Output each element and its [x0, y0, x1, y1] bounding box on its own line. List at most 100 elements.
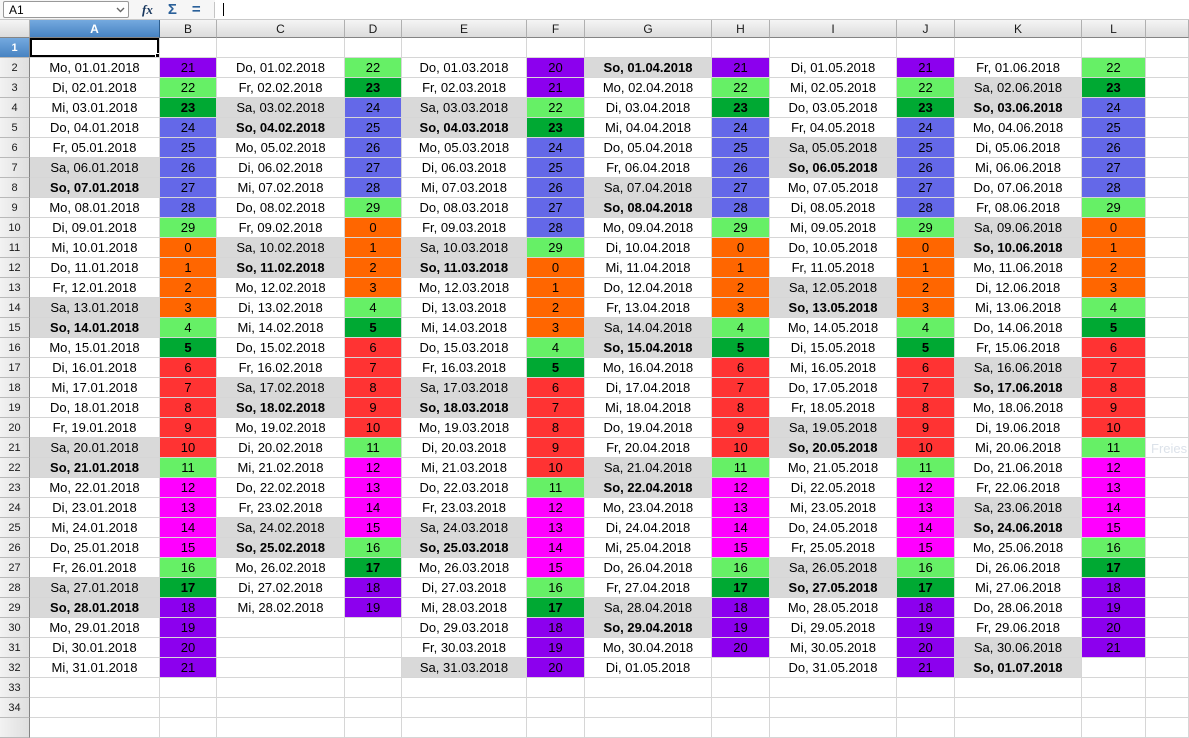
cell-C11[interactable]: Sa, 10.02.2018: [217, 238, 345, 258]
cell-G17[interactable]: Mo, 16.04.2018: [585, 358, 712, 378]
cell-J1[interactable]: [897, 38, 955, 58]
cell-C32[interactable]: [217, 658, 345, 678]
cell-H22[interactable]: 11: [712, 458, 770, 478]
cell-A33[interactable]: [30, 678, 160, 698]
cell-H17[interactable]: 6: [712, 358, 770, 378]
cell-G27[interactable]: Do, 26.04.2018: [585, 558, 712, 578]
cell-G21[interactable]: Fr, 20.04.2018: [585, 438, 712, 458]
row-header-31[interactable]: 31: [0, 638, 30, 658]
cell-K3[interactable]: Sa, 02.06.2018: [955, 78, 1082, 98]
cell-L6[interactable]: 26: [1082, 138, 1146, 158]
cell-H26[interactable]: 15: [712, 538, 770, 558]
cell-F10[interactable]: 28: [527, 218, 585, 238]
cell-C3[interactable]: Fr, 02.02.2018: [217, 78, 345, 98]
cell-L11[interactable]: 1: [1082, 238, 1146, 258]
cell-A29[interactable]: So, 28.01.2018: [30, 598, 160, 618]
cell-K5[interactable]: Mo, 04.06.2018: [955, 118, 1082, 138]
row-header-3[interactable]: 3: [0, 78, 30, 98]
cell-M12[interactable]: [1146, 258, 1189, 278]
cell-K12[interactable]: Mo, 11.06.2018: [955, 258, 1082, 278]
cell-K24[interactable]: Sa, 23.06.2018: [955, 498, 1082, 518]
cell-L12[interactable]: 2: [1082, 258, 1146, 278]
cell-E21[interactable]: Di, 20.03.2018: [402, 438, 527, 458]
sum-icon[interactable]: Σ: [167, 1, 177, 18]
cell-M1[interactable]: [1146, 38, 1189, 58]
cell-F8[interactable]: 26: [527, 178, 585, 198]
cell-L28[interactable]: 18: [1082, 578, 1146, 598]
cell-H19[interactable]: 8: [712, 398, 770, 418]
cell-M23[interactable]: [1146, 478, 1189, 498]
cell-C10[interactable]: Fr, 09.02.2018: [217, 218, 345, 238]
cell-L15[interactable]: 5: [1082, 318, 1146, 338]
cell-F5[interactable]: 23: [527, 118, 585, 138]
cell-L16[interactable]: 6: [1082, 338, 1146, 358]
cell-C2[interactable]: Do, 01.02.2018: [217, 58, 345, 78]
cell-D25[interactable]: 15: [345, 518, 402, 538]
cell-L4[interactable]: 24: [1082, 98, 1146, 118]
cell-I14[interactable]: So, 13.05.2018: [770, 298, 897, 318]
cell-G29[interactable]: Sa, 28.04.2018: [585, 598, 712, 618]
cell-K29[interactable]: Do, 28.06.2018: [955, 598, 1082, 618]
cell-B35[interactable]: [160, 718, 217, 738]
cell-C14[interactable]: Di, 13.02.2018: [217, 298, 345, 318]
cell-G15[interactable]: Sa, 14.04.2018: [585, 318, 712, 338]
cell-L21[interactable]: 11: [1082, 438, 1146, 458]
cell-G33[interactable]: [585, 678, 712, 698]
cell-K18[interactable]: So, 17.06.2018: [955, 378, 1082, 398]
cell-F35[interactable]: [527, 718, 585, 738]
cell-A34[interactable]: [30, 698, 160, 718]
cell-F9[interactable]: 27: [527, 198, 585, 218]
cell-E5[interactable]: So, 04.03.2018: [402, 118, 527, 138]
cell-I29[interactable]: Mo, 28.05.2018: [770, 598, 897, 618]
cell-D6[interactable]: 26: [345, 138, 402, 158]
cell-C26[interactable]: So, 25.02.2018: [217, 538, 345, 558]
cell-E6[interactable]: Mo, 05.03.2018: [402, 138, 527, 158]
cell-K28[interactable]: Mi, 27.06.2018: [955, 578, 1082, 598]
cell-I10[interactable]: Mi, 09.05.2018: [770, 218, 897, 238]
cell-G30[interactable]: So, 29.04.2018: [585, 618, 712, 638]
cell-L22[interactable]: 12: [1082, 458, 1146, 478]
cell-K27[interactable]: Di, 26.06.2018: [955, 558, 1082, 578]
cell-K32[interactable]: So, 01.07.2018: [955, 658, 1082, 678]
cell-E1[interactable]: [402, 38, 527, 58]
cell-D22[interactable]: 12: [345, 458, 402, 478]
cell-L13[interactable]: 3: [1082, 278, 1146, 298]
cell-I18[interactable]: Do, 17.05.2018: [770, 378, 897, 398]
cell-A30[interactable]: Mo, 29.01.2018: [30, 618, 160, 638]
row-header-19[interactable]: 19: [0, 398, 30, 418]
cell-M22[interactable]: [1146, 458, 1189, 478]
cell-A9[interactable]: Mo, 08.01.2018: [30, 198, 160, 218]
cell-K11[interactable]: So, 10.06.2018: [955, 238, 1082, 258]
cell-G9[interactable]: So, 08.04.2018: [585, 198, 712, 218]
cell-F23[interactable]: 11: [527, 478, 585, 498]
cell-L35[interactable]: [1082, 718, 1146, 738]
cell-B2[interactable]: 21: [160, 58, 217, 78]
cell-M4[interactable]: [1146, 98, 1189, 118]
cell-B30[interactable]: 19: [160, 618, 217, 638]
cell-A4[interactable]: Mi, 03.01.2018: [30, 98, 160, 118]
column-header-I[interactable]: I: [770, 20, 897, 38]
cell-J21[interactable]: 10: [897, 438, 955, 458]
cell-E7[interactable]: Di, 06.03.2018: [402, 158, 527, 178]
cell-K13[interactable]: Di, 12.06.2018: [955, 278, 1082, 298]
cell-L7[interactable]: 27: [1082, 158, 1146, 178]
cell-E13[interactable]: Mo, 12.03.2018: [402, 278, 527, 298]
cell-B5[interactable]: 24: [160, 118, 217, 138]
cell-A10[interactable]: Di, 09.01.2018: [30, 218, 160, 238]
cell-E24[interactable]: Fr, 23.03.2018: [402, 498, 527, 518]
cell-M29[interactable]: [1146, 598, 1189, 618]
cell-L8[interactable]: 28: [1082, 178, 1146, 198]
cell-F30[interactable]: 18: [527, 618, 585, 638]
cell-L9[interactable]: 29: [1082, 198, 1146, 218]
row-header-28[interactable]: 28: [0, 578, 30, 598]
cell-I34[interactable]: [770, 698, 897, 718]
cell-G4[interactable]: Di, 03.04.2018: [585, 98, 712, 118]
cell-H24[interactable]: 13: [712, 498, 770, 518]
cell-A28[interactable]: Sa, 27.01.2018: [30, 578, 160, 598]
cell-M25[interactable]: [1146, 518, 1189, 538]
cell-F6[interactable]: 24: [527, 138, 585, 158]
cell-A5[interactable]: Do, 04.01.2018: [30, 118, 160, 138]
cell-K34[interactable]: [955, 698, 1082, 718]
cell-F29[interactable]: 17: [527, 598, 585, 618]
cell-C9[interactable]: Do, 08.02.2018: [217, 198, 345, 218]
